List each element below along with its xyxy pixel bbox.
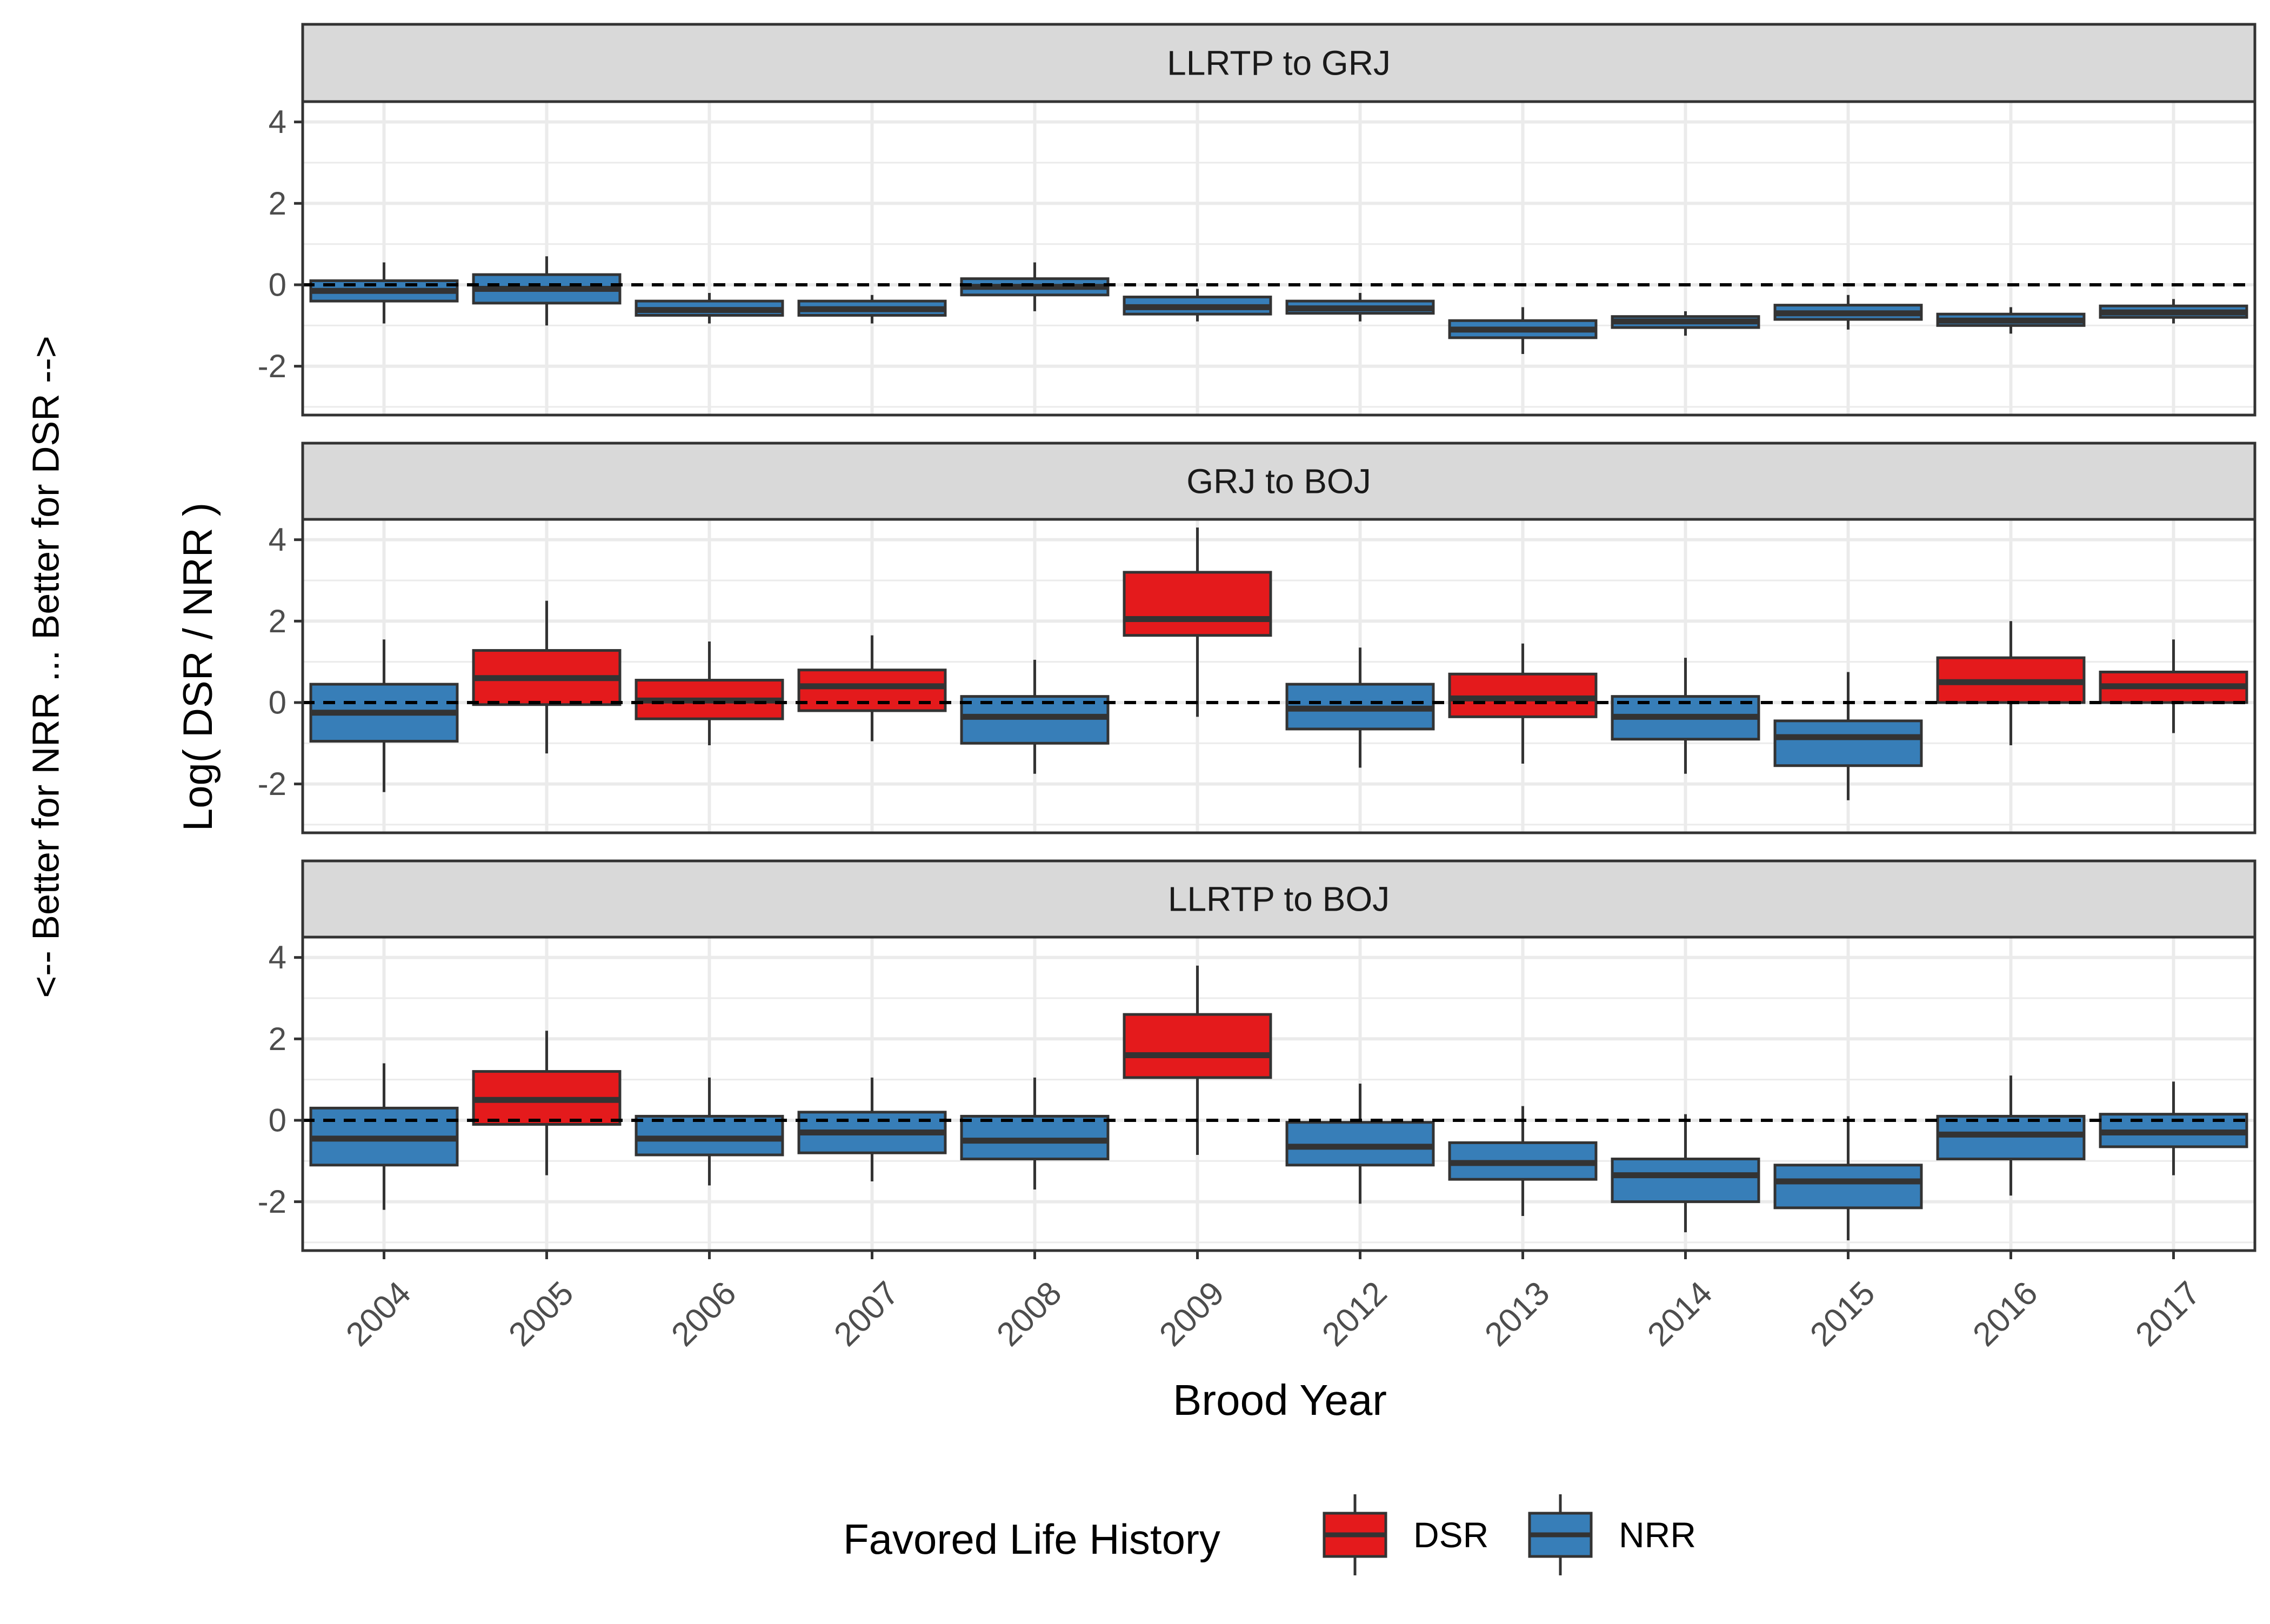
box-body [1773, 1164, 1923, 1209]
facet-strip-label: GRJ to BOJ [1186, 462, 1371, 501]
x-tick-label: 2016 [1966, 1274, 2045, 1353]
legend: Favored Life History DSR NRR [843, 1494, 1696, 1575]
facet-panel: LLRTP to GRJ -2 0 2 4 [258, 23, 2256, 417]
box-2015 [1773, 295, 1923, 330]
box-2016 [1936, 1075, 2086, 1196]
box-2014 [1611, 311, 1760, 336]
box-2004 [309, 1063, 459, 1210]
y-tick-label: 0 [269, 266, 286, 303]
box-2005 [472, 600, 622, 754]
box-body [1123, 571, 1272, 637]
x-tick-label: 2014 [1640, 1274, 1719, 1353]
box-2006 [635, 1077, 784, 1186]
box-body [797, 669, 947, 712]
box-body [1611, 1158, 1760, 1204]
y-tick-label: -2 [258, 348, 286, 384]
legend-label-dsr: DSR [1413, 1515, 1488, 1555]
facet-strip-label: LLRTP to BOJ [1168, 880, 1390, 919]
y-tick-label: 2 [269, 185, 286, 222]
box-2012 [1285, 647, 1435, 768]
facet-panel: LLRTP to BOJ -2 0 2 4 [258, 859, 2256, 1252]
box-2005 [472, 1031, 622, 1175]
box-body [1285, 1121, 1435, 1167]
x-tick-label: 2015 [1803, 1274, 1882, 1353]
box-2015 [1773, 1116, 1923, 1241]
y-tick-label: 2 [269, 603, 286, 639]
y-tick-label: -2 [258, 766, 286, 802]
facet-strip [301, 23, 2256, 103]
box-2007 [797, 295, 947, 324]
box-2006 [635, 641, 784, 746]
panel-background [303, 519, 2255, 833]
outer-direction-label: <-- Better for NRR ... Better for DSR --… [24, 336, 66, 998]
x-tick-label: 2017 [2128, 1274, 2207, 1353]
box-2015 [1773, 672, 1923, 800]
box-2008 [960, 262, 1110, 311]
legend-key-nrr: NRR [1528, 1494, 1696, 1575]
box-body [635, 1114, 784, 1157]
box-body [1448, 672, 1598, 718]
panel-background [303, 937, 2255, 1251]
legend-keys: DSR NRR [1323, 1494, 1696, 1575]
box-2016 [1936, 621, 2086, 746]
x-tick-label: 2012 [1315, 1274, 1394, 1353]
box-2008 [960, 659, 1110, 774]
x-tick-label: 2013 [1478, 1274, 1557, 1353]
box-2014 [1611, 1114, 1760, 1233]
panel-border [301, 935, 2256, 1252]
y-axis-title: Log( DSR / NRR ) [175, 503, 221, 831]
box-body [1773, 719, 1923, 767]
y-tick-label: 2 [269, 1021, 286, 1057]
box-2004 [309, 639, 459, 792]
box-2012 [1285, 293, 1435, 322]
x-tick-label: 2009 [1152, 1274, 1231, 1353]
x-axis-title: Brood Year [1173, 1376, 1387, 1424]
legend-key-dsr: DSR [1323, 1494, 1488, 1575]
box-2013 [1448, 1106, 1598, 1216]
box-2005 [472, 256, 622, 326]
facet-strip [301, 442, 2256, 521]
box-body [960, 695, 1110, 745]
x-tick-label: 2008 [990, 1274, 1069, 1353]
y-tick-label: 4 [269, 522, 286, 558]
box-2008 [960, 1077, 1110, 1190]
facet-strip-label: LLRTP to GRJ [1167, 44, 1391, 83]
legend-label-nrr: NRR [1619, 1515, 1696, 1555]
box-2012 [1285, 1084, 1435, 1204]
box-2013 [1448, 643, 1598, 764]
facet-panel: GRJ to BOJ -2 0 2 4 [258, 442, 2256, 834]
y-tick-label: 4 [269, 104, 286, 140]
y-tick-label: 0 [269, 1102, 286, 1138]
facet-strip [301, 859, 2256, 939]
box-2009 [1123, 289, 1272, 322]
box-body [1936, 1114, 2086, 1161]
y-tick-label: 4 [269, 939, 286, 975]
box-2016 [1936, 307, 2086, 334]
box-2006 [635, 293, 784, 324]
box-2009 [1123, 965, 1272, 1155]
box-body [1123, 1013, 1272, 1079]
x-axis: 2004 2005 2006 2007 2008 2009 2012 2013 2014 2015… [339, 1251, 2208, 1354]
x-tick-label: 2006 [664, 1274, 743, 1353]
x-tick-label: 2005 [502, 1274, 580, 1353]
box-2013 [1448, 307, 1598, 355]
y-tick-label: 0 [269, 684, 286, 720]
box-body [960, 1114, 1110, 1161]
panel-border [301, 518, 2256, 834]
x-tick-label: 2004 [339, 1274, 418, 1353]
legend-title: Favored Life History [843, 1515, 1220, 1563]
panel-border [301, 100, 2256, 417]
x-tick-label: 2007 [827, 1274, 906, 1353]
box-2009 [1123, 527, 1272, 717]
panel-background [303, 102, 2255, 415]
y-tick-label: -2 [258, 1184, 286, 1220]
box-2017 [2099, 299, 2248, 324]
